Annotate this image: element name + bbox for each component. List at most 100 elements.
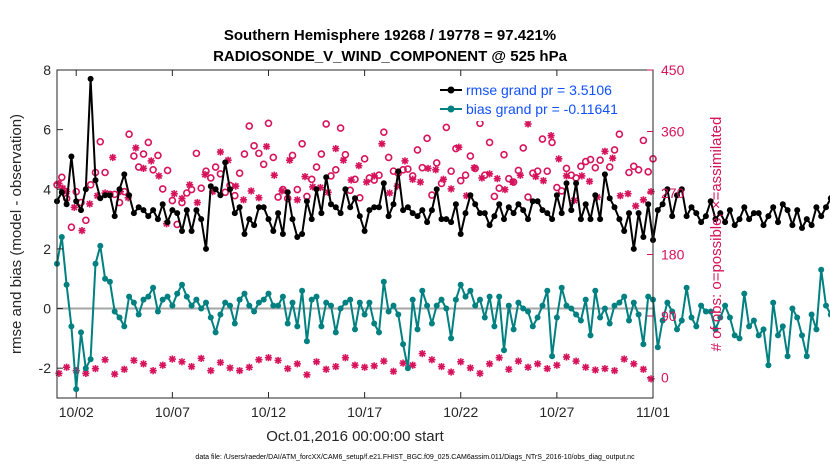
rmse-point [130,210,137,217]
bias-point [674,326,680,333]
obs-assimilated-marker [389,367,398,375]
obs-assimilated-marker [178,358,186,366]
rmse-point [635,210,642,217]
rmse-point [78,207,84,214]
rmse-point [92,177,99,184]
bias-point [217,311,224,318]
bias-point [289,299,296,306]
plot-area [53,69,830,399]
bias-point [150,284,157,291]
obs-possible-marker [577,162,585,171]
bias-point [154,308,161,315]
bias-point [813,326,820,333]
obs-assimilated-marker [247,187,255,195]
bias-point [794,314,801,321]
bias-point [236,296,243,303]
bias-point [741,290,748,297]
bias-point [198,305,205,312]
obs-possible-marker [192,149,201,158]
legend-rmse-label: rmse grand pr = 3.5106 [466,82,612,98]
bias-point [501,347,507,354]
y-axis-left-label: rmse and bias (model - observation) [8,114,25,354]
bias-point [765,362,772,369]
obs-assimilated-marker [601,365,609,373]
obs-assimilated-marker [572,357,580,365]
rmse-point [640,234,647,240]
bias-point [87,356,94,363]
bias-point [145,293,152,300]
rmse-point [308,216,315,223]
rmse-point [707,198,714,205]
bias-point [303,338,310,345]
obs-assimilated-marker [355,162,363,170]
obs-possible-marker [163,166,172,175]
rmse-point [592,192,599,199]
obs-possible-marker [461,171,470,180]
bias-point [726,314,733,321]
rmse-point [553,192,560,199]
rmse-point [424,219,431,226]
obs-assimilated-marker [555,155,563,163]
obs-assimilated-marker [485,170,494,178]
obs-assimilated-marker [207,367,215,375]
bias-point [448,335,455,342]
obs-assimilated-marker [620,355,628,363]
rmse-point [428,207,435,214]
obs-assimilated-marker [101,356,109,364]
bias-point [414,326,421,333]
bias-point [313,293,320,300]
rmse-point [212,186,219,193]
rmse-point [760,222,767,229]
obs-assimilated-marker [226,364,234,372]
obs-possible-marker [293,185,302,194]
rmse-point [121,171,128,178]
rmse-point [246,216,253,223]
bias-point [678,317,685,324]
obs-assimilated-marker [362,178,371,186]
rmse-point [678,186,685,193]
bias-point [188,302,195,309]
obs-assimilated-marker [543,365,551,373]
obs-assimilated-marker [232,182,240,190]
rmse-point [549,216,556,223]
obs-possible-marker [144,138,153,147]
bias-point [332,329,339,336]
obs-assimilated-marker [245,363,253,371]
bias-point [529,323,536,330]
rmse-point [279,231,286,237]
rmse-point [251,222,258,229]
obs-assimilated-marker [455,143,463,151]
obs-possible-marker [312,163,321,171]
obs-assimilated-marker [147,157,155,165]
obs-assimilated-marker [632,202,640,210]
bias-point [779,323,786,330]
obs-assimilated-marker [63,363,71,371]
obs-assimilated-marker [514,357,523,365]
obs-assimilated-marker [476,369,484,377]
obs-assimilated-marker [70,203,78,211]
obs-possible-marker [538,135,547,143]
legend-rmse-marker [447,86,455,94]
bias-point [270,302,277,309]
bias-point [342,299,349,306]
y-left-tick-label: 6 [43,122,51,138]
bias-point [376,329,382,336]
rmse-point [813,204,820,211]
bias-point [573,311,580,318]
obs-assimilated-marker [609,154,617,162]
bias-line [56,236,830,391]
obs-assimilated-marker [170,190,178,198]
bias-point [784,353,791,360]
bias-point [265,290,272,297]
rmse-point [534,198,541,205]
y-right-tick-label: 270 [661,185,685,201]
obs-assimilated-marker [501,185,509,194]
bias-point [231,320,238,327]
obs-assimilated-marker [639,196,647,204]
bias-point [616,299,623,306]
rmse-point [433,186,440,193]
bias-point [606,320,613,327]
bias-point [477,296,483,303]
obs-possible-marker [240,150,249,158]
bias-point [169,302,176,309]
